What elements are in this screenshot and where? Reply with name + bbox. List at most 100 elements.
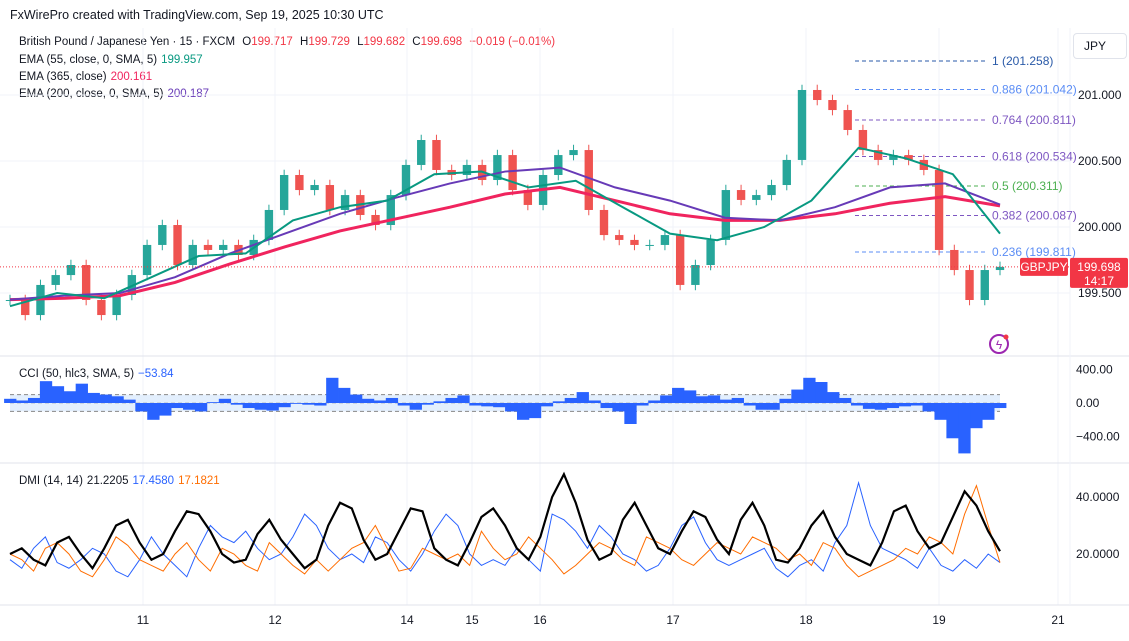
candle-body — [523, 190, 533, 205]
cci-bar — [87, 392, 100, 403]
candle-body — [401, 164, 411, 196]
candle-body — [493, 155, 502, 181]
minus-di-value: 17.1821 — [178, 475, 220, 487]
ema55-label: EMA (55, close, 0, SMA, 5) — [19, 54, 158, 66]
price-axis-label: 199.500 — [1078, 286, 1122, 300]
cci-bar — [862, 403, 876, 409]
time-axis-label: 14 — [400, 613, 414, 627]
cci-bar — [719, 399, 733, 403]
cci-bar — [624, 403, 637, 424]
cci-bar — [528, 403, 542, 419]
cci-axis-label: −400.00 — [1076, 430, 1120, 444]
candle-body — [934, 169, 944, 250]
candle-body — [417, 140, 426, 165]
cci-legend[interactable]: CCI (50, hlc3, SMA, 5) −53.84 — [19, 368, 178, 380]
lightning-glyph: ϟ — [996, 338, 1003, 352]
cci-axis-label: 0.00 — [1076, 396, 1100, 410]
cci-bar — [850, 403, 864, 406]
candle-body — [995, 266, 1005, 271]
cci-bar — [827, 392, 840, 403]
plus-di-line — [9, 480, 1001, 578]
candle-body — [66, 265, 76, 276]
cci-bar — [886, 403, 900, 409]
cci-bar — [39, 381, 53, 403]
time-axis-label: 21 — [1051, 613, 1065, 627]
open-value: O199.717 — [242, 36, 293, 48]
cci-bar — [695, 396, 709, 403]
cci-bar — [194, 403, 208, 412]
fib-level-label: 0.618 (200.534) — [992, 150, 1077, 164]
cci-bar — [588, 400, 601, 403]
cci-bar — [791, 389, 804, 403]
candle-body — [950, 249, 959, 271]
notification-dot — [1003, 334, 1009, 340]
candle-body — [219, 244, 228, 250]
candle-body — [386, 195, 395, 226]
candle-body — [112, 294, 121, 316]
cci-bar — [361, 398, 375, 403]
time-axis-label: 19 — [932, 613, 946, 627]
cci-bar — [51, 386, 65, 403]
cci-bar — [206, 402, 220, 403]
candle-body — [675, 235, 685, 285]
cci-bar — [457, 395, 470, 403]
candle-body — [843, 110, 852, 130]
cci-bar — [922, 403, 935, 412]
candle-body — [508, 155, 517, 191]
ema365-legend[interactable]: EMA (365, close) 200.161 — [19, 71, 156, 83]
cci-label: CCI (50, hlc3, SMA, 5) — [19, 368, 135, 380]
ema55-value: 199.957 — [161, 54, 203, 66]
price-axis-label: 201.000 — [1078, 88, 1122, 102]
cci-bar — [242, 403, 255, 409]
cci-bar — [600, 403, 613, 409]
cci-bar — [135, 403, 148, 412]
cci-bar — [266, 403, 279, 411]
ema200-value: 200.187 — [167, 88, 210, 100]
cci-bar — [743, 403, 756, 406]
cci-bar — [123, 399, 136, 403]
cci-bar — [350, 394, 363, 403]
credit-text: FxWirePro created with TradingView.com, … — [10, 8, 384, 22]
cci-bar — [707, 395, 721, 403]
ema55-legend[interactable]: EMA (55, close, 0, SMA, 5) 199.957 — [19, 54, 207, 66]
candle-body — [889, 155, 898, 160]
candle-body — [782, 159, 791, 186]
high-value: H199.729 — [300, 36, 350, 48]
dmi-legend[interactable]: DMI (14, 14) 21.2205 17.4580 17.1821 — [19, 475, 224, 487]
cci-bar — [946, 403, 959, 439]
currency-button[interactable]: JPY — [1073, 33, 1127, 59]
change-value: −0.019 (−0.01%) — [469, 36, 556, 48]
time-axis-label: 16 — [533, 613, 547, 627]
candle-body — [706, 239, 715, 266]
time-axis-label: 15 — [465, 613, 479, 627]
cci-bar — [815, 382, 828, 403]
candle-body — [645, 244, 654, 246]
candle-body — [691, 265, 700, 285]
cci-bar — [552, 401, 566, 403]
cci-bar — [147, 403, 160, 420]
cci-bar — [314, 403, 327, 406]
candle-body — [721, 190, 731, 240]
time-axis-label: 17 — [666, 613, 680, 627]
candle-body — [264, 209, 274, 240]
cci-bar — [648, 400, 661, 403]
cci-bar — [576, 392, 589, 403]
cci-bar — [636, 403, 649, 406]
cci-bar — [731, 397, 744, 403]
ema200-legend[interactable]: EMA (200, close, 0, SMA, 5) 200.187 — [19, 88, 213, 100]
cci-bar — [612, 403, 625, 412]
symbol-legend[interactable]: British Pound / Japanese Yen · 15 · FXCM… — [19, 36, 559, 48]
price-tag — [1070, 257, 1128, 288]
price-axis-label: 200.500 — [1078, 154, 1122, 168]
candle-body — [767, 185, 776, 196]
candle-body — [51, 275, 60, 285]
candle-body — [432, 140, 441, 170]
candle-body — [97, 299, 106, 316]
candle-body — [584, 150, 593, 210]
cci-bar — [660, 395, 673, 403]
fib-level-label: 0.236 (199.811) — [992, 245, 1076, 259]
cci-bar — [803, 377, 816, 403]
cci-bar — [958, 403, 971, 454]
time-axis-label: 12 — [268, 613, 282, 627]
